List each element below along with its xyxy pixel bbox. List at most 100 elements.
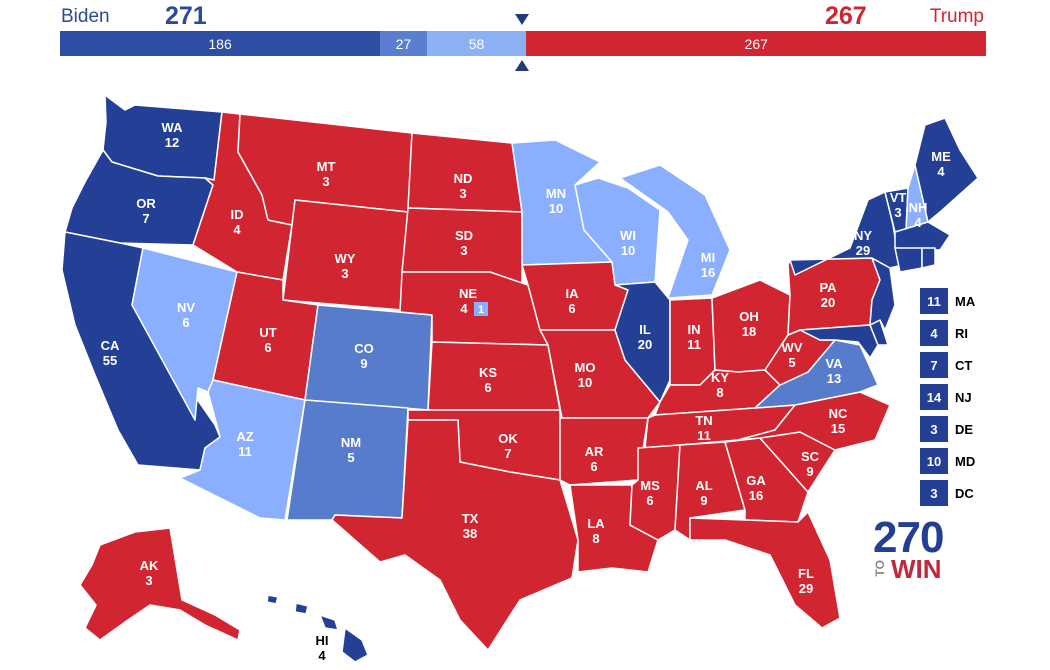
state-label-mo: MO xyxy=(575,360,596,375)
legend-ev-box[interactable]: 4 xyxy=(920,320,948,346)
state-ct[interactable] xyxy=(894,247,923,273)
legend-row-dc[interactable]: 3 DC xyxy=(920,480,974,506)
state-ev-ks: 6 xyxy=(484,380,491,395)
logo-number: 270 xyxy=(873,513,944,562)
legend-row-ri[interactable]: 4 RI xyxy=(920,320,968,346)
state-label-la: LA xyxy=(587,516,605,531)
state-ev-id: 4 xyxy=(233,222,241,237)
legend-ev-box[interactable]: 14 xyxy=(920,384,948,410)
state-ri[interactable] xyxy=(921,247,936,269)
state-ev-al: 9 xyxy=(700,493,707,508)
state-label-tx: TX xyxy=(462,511,479,526)
trump-total: 267 xyxy=(825,2,867,30)
state-tx[interactable] xyxy=(331,419,579,651)
state-ev-co: 9 xyxy=(360,356,367,371)
legend-ev-box[interactable]: 11 xyxy=(920,288,948,314)
state-ev-ut: 6 xyxy=(264,340,271,355)
state-az[interactable] xyxy=(179,379,306,521)
state-label-ky: KY xyxy=(711,370,729,385)
state-ev-me: 4 xyxy=(937,164,945,179)
state-ev-nc: 15 xyxy=(831,421,845,436)
state-ev-oh: 18 xyxy=(742,324,756,339)
state-label-hi: HI xyxy=(316,633,329,648)
state-ev-nv: 6 xyxy=(182,315,189,330)
270-marker-bottom-icon xyxy=(515,60,529,71)
state-co[interactable] xyxy=(304,304,433,411)
state-ev-ar: 6 xyxy=(590,459,597,474)
bar-segment-safe-dem[interactable]: 186 xyxy=(60,31,381,56)
state-label-id: ID xyxy=(231,207,244,222)
state-ev-wa: 12 xyxy=(165,135,179,150)
state-wi[interactable] xyxy=(574,177,661,286)
biden-name: Biden xyxy=(61,6,110,27)
state-hi-island[interactable] xyxy=(266,594,279,605)
state-label-nm: NM xyxy=(341,435,361,450)
legend-abbr: MA xyxy=(955,293,976,309)
state-mi[interactable] xyxy=(619,164,731,299)
state-ar[interactable] xyxy=(559,417,649,486)
state-label-co: CO xyxy=(354,341,374,356)
state-ev-ok: 7 xyxy=(504,446,511,461)
state-ev-ky: 8 xyxy=(716,385,723,400)
state-label-ca: CA xyxy=(101,338,120,353)
state-ev-il: 20 xyxy=(638,337,652,352)
state-label-in: IN xyxy=(688,322,701,337)
state-label-wv: WV xyxy=(782,340,803,355)
legend-row-ma[interactable]: 11 MA xyxy=(920,288,975,314)
state-label-mt: MT xyxy=(317,159,336,174)
bar-segment-lean-dem[interactable]: 58 xyxy=(426,31,527,56)
state-label-mn: MN xyxy=(546,186,566,201)
state-me[interactable] xyxy=(914,117,979,223)
state-label-ut: UT xyxy=(259,325,276,340)
bar-segment-safe-rep[interactable]: 267 xyxy=(526,31,986,56)
state-hi-island[interactable] xyxy=(319,614,339,631)
logo-to: TO xyxy=(873,560,887,577)
state-label-ak: AK xyxy=(140,558,159,573)
state-ev-az: 11 xyxy=(238,444,252,459)
state-ev-mt: 3 xyxy=(322,174,329,189)
state-label-wi: WI xyxy=(620,228,636,243)
legend-row-md[interactable]: 10 MD xyxy=(920,448,975,474)
legend-ev-box[interactable]: 7 xyxy=(920,352,948,378)
state-ev-mi: 16 xyxy=(701,265,715,280)
state-ev-wi: 10 xyxy=(621,243,635,258)
270towin-logo[interactable]: 270 TO WIN xyxy=(873,513,944,583)
state-label-ga: GA xyxy=(746,473,766,488)
state-label-va: VA xyxy=(825,356,843,371)
legend-row-de[interactable]: 3 DE xyxy=(920,416,973,442)
state-ev-nh: 4 xyxy=(914,215,922,230)
state-ev-sd: 3 xyxy=(460,243,467,258)
state-ev-ny: 29 xyxy=(856,243,870,258)
state-ak[interactable] xyxy=(79,527,241,641)
state-nc[interactable] xyxy=(737,391,891,451)
state-label-wa: WA xyxy=(162,120,184,135)
state-hi[interactable] xyxy=(341,627,369,663)
state-nj[interactable] xyxy=(869,257,896,331)
legend-row-ct[interactable]: 7 CT xyxy=(920,352,972,378)
legend-row-nj[interactable]: 14 NJ xyxy=(920,384,972,410)
legend-ev-box[interactable]: 10 xyxy=(920,448,948,474)
state-ev-wy: 3 xyxy=(341,266,348,281)
state-ev-mo: 10 xyxy=(578,375,592,390)
state-ev-nm: 5 xyxy=(347,450,354,465)
legend-abbr: CT xyxy=(955,357,973,373)
state-ev-mn: 10 xyxy=(549,201,563,216)
state-label-ia: IA xyxy=(566,286,580,301)
state-ev-ak: 3 xyxy=(145,573,152,588)
state-label-tn: TN xyxy=(695,413,712,428)
legend-ev-box[interactable]: 3 xyxy=(920,480,948,506)
state-fl[interactable] xyxy=(689,511,841,629)
state-ev-ga: 16 xyxy=(749,488,763,503)
ne-district-box[interactable] xyxy=(474,302,488,316)
state-ma[interactable] xyxy=(894,221,951,251)
state-label-nv: NV xyxy=(177,300,195,315)
legend-ev-box[interactable]: 3 xyxy=(920,416,948,442)
state-label-az: AZ xyxy=(236,429,253,444)
state-ev-hi: 4 xyxy=(318,648,326,663)
state-hi-group[interactable] xyxy=(266,594,369,663)
state-hi-island[interactable] xyxy=(294,602,309,615)
state-ev-pa: 20 xyxy=(821,295,835,310)
state-label-wy: WY xyxy=(335,251,356,266)
bar-segment-likely-dem[interactable]: 27 xyxy=(380,31,427,56)
